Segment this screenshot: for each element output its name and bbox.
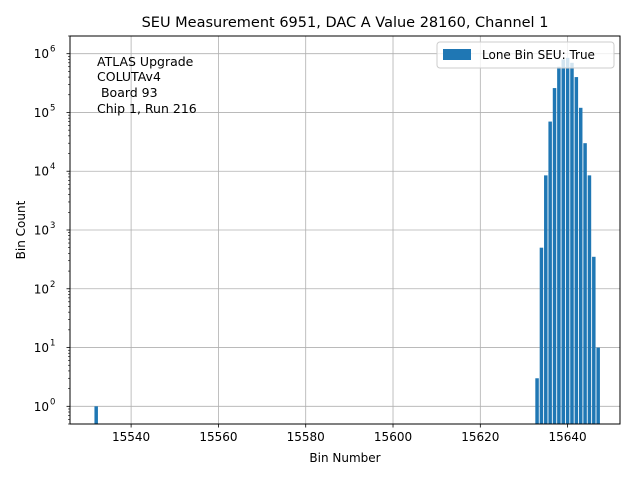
histogram-bar [592, 256, 596, 424]
y-tick-label: 10 [34, 341, 49, 355]
legend-swatch [443, 49, 471, 60]
histogram-bar [548, 121, 552, 424]
x-tick-label: 15580 [287, 430, 325, 444]
histogram-bar [583, 143, 587, 424]
y-tick-exponent: 5 [50, 103, 55, 113]
histogram-bar [535, 378, 539, 424]
y-tick-label: 10 [34, 224, 49, 238]
x-tick-label: 15620 [461, 430, 499, 444]
x-axis-label: Bin Number [309, 451, 380, 465]
y-tick-exponent: 3 [50, 221, 55, 231]
y-tick-exponent: 0 [50, 397, 55, 407]
histogram-bar [596, 347, 600, 424]
histogram-bars [94, 57, 600, 425]
y-tick-label: 10 [34, 106, 49, 120]
y-tick-exponent: 1 [50, 339, 55, 349]
annotation-line-4: Chip 1, Run 216 [97, 101, 197, 116]
annotation-line-3: Board 93 [97, 85, 158, 100]
y-tick-label: 10 [34, 47, 49, 61]
y-tick-label: 10 [34, 282, 49, 296]
histogram-bar [544, 175, 548, 424]
histogram-bar [587, 175, 592, 424]
y-tick-exponent: 4 [50, 162, 55, 172]
annotation-line-2: COLUTAv4 [97, 69, 161, 84]
histogram-bar [552, 88, 557, 425]
y-axis-label: Bin Count [14, 200, 28, 259]
histogram-bar [565, 57, 570, 424]
annotation-block: ATLAS Upgrade COLUTAv4 Board 93 Chip 1, … [97, 54, 197, 116]
chart-title: SEU Measurement 6951, DAC A Value 28160,… [142, 15, 549, 31]
histogram-bar [574, 77, 579, 425]
legend: Lone Bin SEU: True [436, 41, 615, 69]
y-tick-exponent: 6 [50, 45, 55, 55]
histogram-bar [539, 247, 544, 424]
x-tick-label: 15560 [199, 430, 237, 444]
x-axis-ticks: 15540 15560 15580 15600 15620 15640 [112, 424, 587, 444]
x-tick-label: 15640 [549, 430, 587, 444]
histogram-bar [561, 59, 565, 424]
grid-lines [70, 36, 620, 424]
histogram-bar [578, 107, 583, 424]
y-tick-label: 10 [34, 165, 49, 179]
y-tick-exponent: 2 [50, 280, 55, 290]
annotation-line-1: ATLAS Upgrade [97, 54, 194, 69]
x-tick-label: 15540 [112, 430, 150, 444]
legend-box [436, 41, 615, 69]
legend-label: Lone Bin SEU: True [482, 48, 595, 62]
histogram-bar [557, 66, 561, 424]
x-tick-label: 15600 [374, 430, 412, 444]
y-tick-label: 10 [34, 400, 49, 414]
histogram-bar [570, 62, 574, 424]
histogram-bar [94, 406, 98, 424]
